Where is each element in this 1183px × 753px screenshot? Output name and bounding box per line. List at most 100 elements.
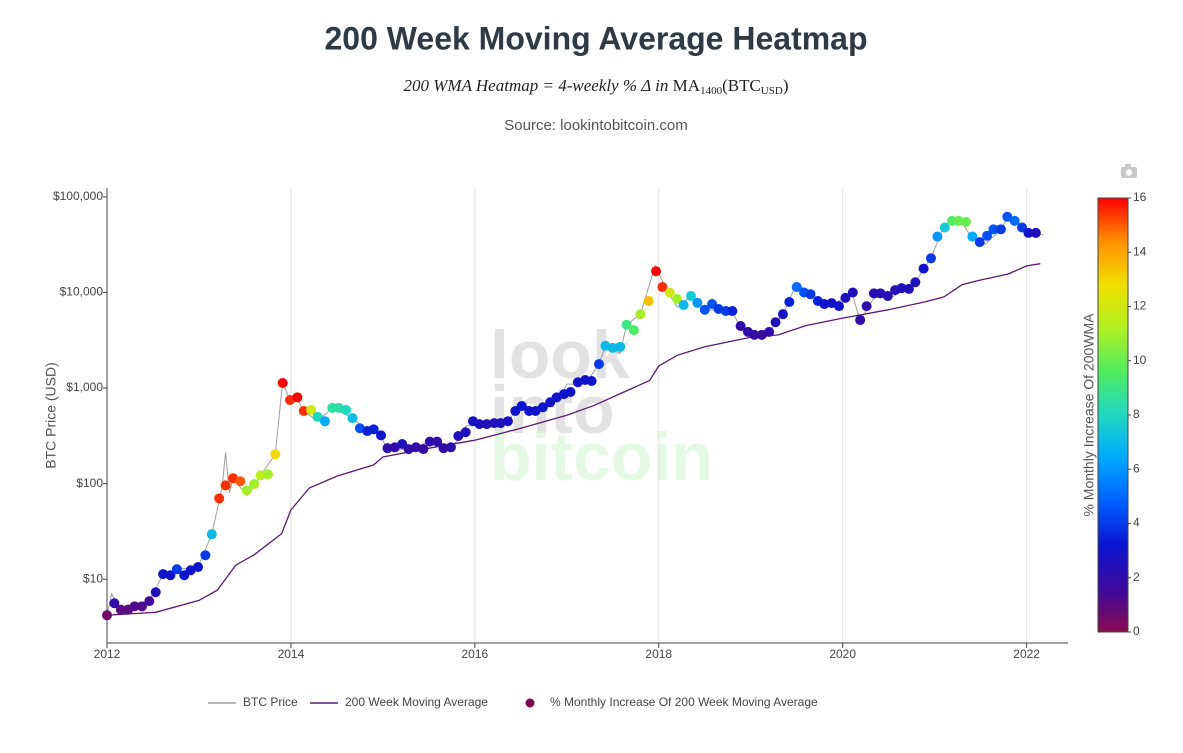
dot <box>918 263 929 274</box>
dot <box>910 277 921 288</box>
dot <box>692 297 703 308</box>
watermark: look <box>490 317 630 393</box>
dot <box>432 436 443 447</box>
dot <box>932 231 943 242</box>
dot <box>586 376 597 387</box>
source: Source: lookintobitcoin.com <box>504 117 687 134</box>
legend-label: 200 Week Moving Average <box>345 695 488 709</box>
dot <box>206 529 217 540</box>
dot <box>376 430 387 441</box>
dot <box>664 287 675 298</box>
dot <box>628 325 639 336</box>
colorbar-tick-label: 6 <box>1133 461 1140 475</box>
dot <box>565 386 576 397</box>
subtitle-part: USD <box>761 85 783 97</box>
dot <box>368 424 379 435</box>
chart-title: 200 Week Moving Average Heatmap <box>324 20 867 56</box>
y-tick-label: $100,000 <box>53 189 103 203</box>
x-tick-label: 2020 <box>829 647 856 661</box>
dot <box>1030 227 1041 238</box>
dot <box>270 449 281 460</box>
dot <box>621 319 632 330</box>
colorbar <box>1097 197 1129 633</box>
dot <box>615 341 626 352</box>
x-tick-label: 2016 <box>461 647 488 661</box>
dot <box>685 290 696 301</box>
legend-label: % Monthly Increase Of 200 Week Moving Av… <box>550 695 818 709</box>
dot <box>819 299 830 310</box>
x-tick-label: 2014 <box>278 647 305 661</box>
dot <box>855 315 866 326</box>
dot <box>537 402 548 413</box>
dot <box>347 413 358 424</box>
legend-swatch <box>525 698 535 708</box>
dot <box>784 297 795 308</box>
colorbar-tick-label: 12 <box>1133 299 1147 313</box>
y-tick-label: $100 <box>76 476 103 490</box>
dot <box>727 306 738 317</box>
dot <box>749 329 760 340</box>
dot <box>460 427 471 438</box>
dot <box>262 469 273 480</box>
x-tick-label: 2022 <box>1013 647 1040 661</box>
dot <box>102 610 112 621</box>
dot <box>882 290 893 301</box>
dot <box>438 443 449 454</box>
dot <box>474 419 485 430</box>
dot <box>382 443 393 454</box>
dot <box>982 230 993 241</box>
dot <box>255 470 266 481</box>
dot <box>516 400 527 411</box>
colorbar-tick-label: 4 <box>1133 516 1140 530</box>
dot <box>292 392 303 403</box>
line <box>106 263 1041 616</box>
y-tick-label: $1,000 <box>66 380 103 394</box>
dot <box>925 253 936 264</box>
camera-icon[interactable] <box>1121 164 1137 178</box>
dot <box>502 416 513 427</box>
dot <box>791 282 802 293</box>
dot <box>241 485 252 496</box>
dot <box>319 416 330 427</box>
subtitle-part: MA <box>673 76 701 95</box>
dot <box>453 431 464 442</box>
dot <box>764 326 775 337</box>
dot <box>635 309 646 320</box>
dot <box>235 476 246 487</box>
subtitle-part: 200 WMA Heatmap = 4-weekly % Δ in <box>404 76 673 95</box>
colorbar-tick-label: 0 <box>1133 624 1140 638</box>
dot <box>109 598 120 609</box>
dot <box>896 283 907 294</box>
dot <box>657 282 668 293</box>
colorbar-tick-label: 2 <box>1133 570 1140 584</box>
dot <box>150 587 161 598</box>
camera-top[interactable] <box>1125 164 1131 168</box>
dot <box>277 377 288 388</box>
dot <box>847 287 858 298</box>
y-tick-label: $10,000 <box>60 285 104 299</box>
dot <box>144 596 155 607</box>
x-tick-label: 2018 <box>645 647 672 661</box>
dot <box>158 569 169 580</box>
dot <box>995 224 1006 235</box>
dot <box>770 317 781 328</box>
y-tick-label: $10 <box>83 571 103 585</box>
dot <box>967 231 978 242</box>
dot <box>165 570 176 581</box>
dot <box>418 444 429 455</box>
dot <box>115 604 126 615</box>
dot <box>974 237 985 248</box>
dot <box>171 564 182 575</box>
camera-lens[interactable] <box>1125 169 1133 176</box>
watermark: bitcoin <box>490 419 713 495</box>
dot <box>530 405 541 416</box>
dot <box>939 222 950 233</box>
dot <box>607 342 618 353</box>
subtitle-part: ) <box>783 76 789 95</box>
dot <box>678 299 689 310</box>
dot <box>643 295 654 306</box>
dot <box>988 224 999 235</box>
x-tick-label: 2012 <box>94 647 121 661</box>
subtitle-part: (BTC <box>722 76 761 95</box>
